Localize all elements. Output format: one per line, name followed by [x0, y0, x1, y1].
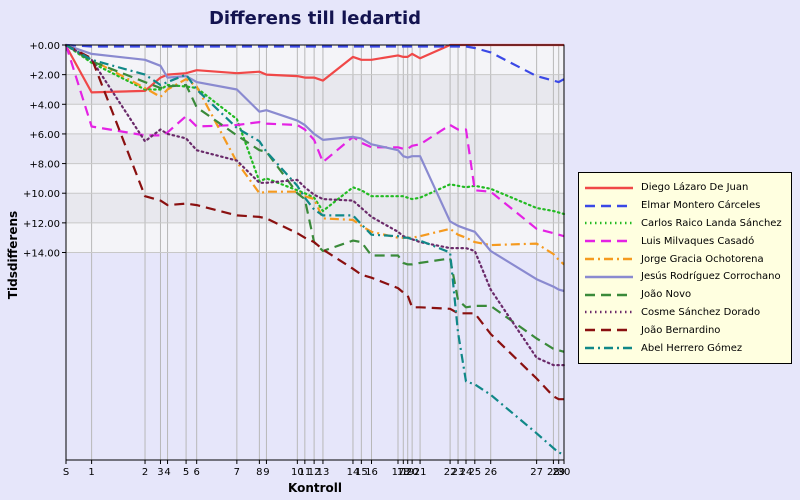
legend-swatch — [585, 329, 633, 332]
legend-label: João Novo — [641, 289, 692, 301]
legend-item: Jesús Rodríguez Corrochano — [585, 268, 791, 286]
x-tick-label: 19 — [401, 467, 414, 478]
x-tick-label: 23 — [452, 467, 465, 478]
x-tick-label: S — [63, 467, 69, 478]
y-tick-label: +8.00 — [29, 160, 60, 171]
plot-band — [66, 163, 564, 194]
x-tick-label: 3 — [157, 467, 163, 478]
series-line-6 — [65, 43, 565, 293]
y-tick-label: +14.00 — [23, 249, 60, 260]
legend-label: Abel Herrero Gómez — [641, 342, 743, 354]
plot-band — [66, 104, 564, 134]
legend-swatch — [585, 186, 633, 190]
legend-item: Abel Herrero Gómez — [585, 339, 791, 357]
legend-item: Elmar Montero Cárceles — [585, 197, 791, 215]
plot-band — [66, 74, 564, 105]
legend-swatch — [585, 275, 633, 279]
x-tick-label: 20 — [406, 467, 419, 478]
legend-item: Diego Lázaro De Juan — [585, 179, 791, 197]
y-axis-label: Tidsdifferens — [6, 210, 20, 300]
legend-label: Jesús Rodríguez Corrochano — [641, 271, 781, 283]
x-tick-label: 30 — [558, 467, 571, 478]
legend-label: Jorge Gracia Ochotorena — [641, 253, 764, 265]
legend-item: João Bernardino — [585, 321, 791, 339]
legend-label: João Bernardino — [641, 324, 721, 336]
x-tick-label: 16 — [365, 467, 378, 478]
legend-label: Diego Lázaro De Juan — [641, 182, 749, 194]
x-tick-label: 25 — [468, 467, 481, 478]
legend-item: João Novo — [585, 286, 791, 304]
y-tick-label: +12.00 — [23, 219, 60, 230]
x-tick-label: 8 — [256, 467, 262, 478]
x-tick-label: 24 — [460, 467, 473, 478]
series-line-7 — [65, 44, 565, 353]
y-tick-label: +10.00 — [23, 189, 60, 200]
x-tick-label: 18 — [397, 467, 410, 478]
x-tick-label: 27 — [530, 467, 543, 478]
legend-label: Cosme Sánchez Dorado — [641, 306, 761, 318]
legend-label: Elmar Montero Cárceles — [641, 200, 761, 212]
plot-band — [66, 133, 564, 164]
y-tick-label: +6.00 — [29, 130, 60, 141]
x-tick-label: 14 — [347, 467, 360, 478]
legend-item: Luis Milvaques Casadó — [585, 232, 791, 250]
x-tick-label: 4 — [164, 467, 170, 478]
x-tick-label: 2 — [142, 467, 148, 478]
y-tick-label: +4.00 — [29, 100, 60, 111]
plot-band — [66, 45, 564, 75]
legend-swatch — [585, 204, 633, 207]
legend-item: Jorge Gracia Ochotorena — [585, 250, 791, 268]
x-tick-label: 9 — [263, 467, 269, 478]
x-tick-label: 7 — [234, 467, 240, 478]
legend-swatch — [585, 240, 633, 243]
x-tick-label: 10 — [291, 467, 304, 478]
x-tick-label: 13 — [317, 467, 330, 478]
legend-item: Carlos Raico Landa Sánchez — [585, 215, 791, 233]
series-line-3 — [64, 43, 566, 216]
series-line-8 — [64, 43, 566, 367]
legend-label: Luis Milvaques Casadó — [641, 235, 755, 247]
x-tick-label: 6 — [193, 467, 199, 478]
legend-swatch — [585, 293, 633, 296]
x-tick-label: 28 — [547, 467, 560, 478]
legend: Diego Lázaro De Juan Elmar Montero Cárcel… — [578, 172, 792, 364]
x-tick-label: 17 — [392, 467, 405, 478]
chart-title: Differens till ledartid — [208, 8, 422, 29]
x-tick-label: 12 — [308, 467, 321, 478]
x-tick-label: 22 — [444, 467, 457, 478]
y-tick-label: +2.00 — [29, 71, 60, 82]
x-tick-label: 29 — [552, 467, 565, 478]
x-tick-label: 11 — [298, 467, 311, 478]
x-tick-label: 26 — [484, 467, 497, 478]
series-line-5 — [65, 44, 565, 266]
x-tick-label: 15 — [355, 467, 368, 478]
legend-swatch — [585, 346, 633, 350]
legend-swatch — [585, 222, 633, 225]
y-tick-label: +0.00 — [29, 41, 60, 52]
legend-swatch — [585, 257, 633, 261]
legend-item: Cosme Sánchez Dorado — [585, 304, 791, 322]
x-tick-label: 5 — [183, 467, 189, 478]
series-line-2 — [65, 43, 565, 84]
legend-swatch — [585, 311, 633, 314]
x-axis-label: Kontroll — [288, 481, 342, 495]
x-tick-label: 1 — [88, 467, 94, 478]
legend-label: Carlos Raico Landa Sánchez — [641, 217, 782, 229]
x-tick-label: 21 — [414, 467, 427, 478]
